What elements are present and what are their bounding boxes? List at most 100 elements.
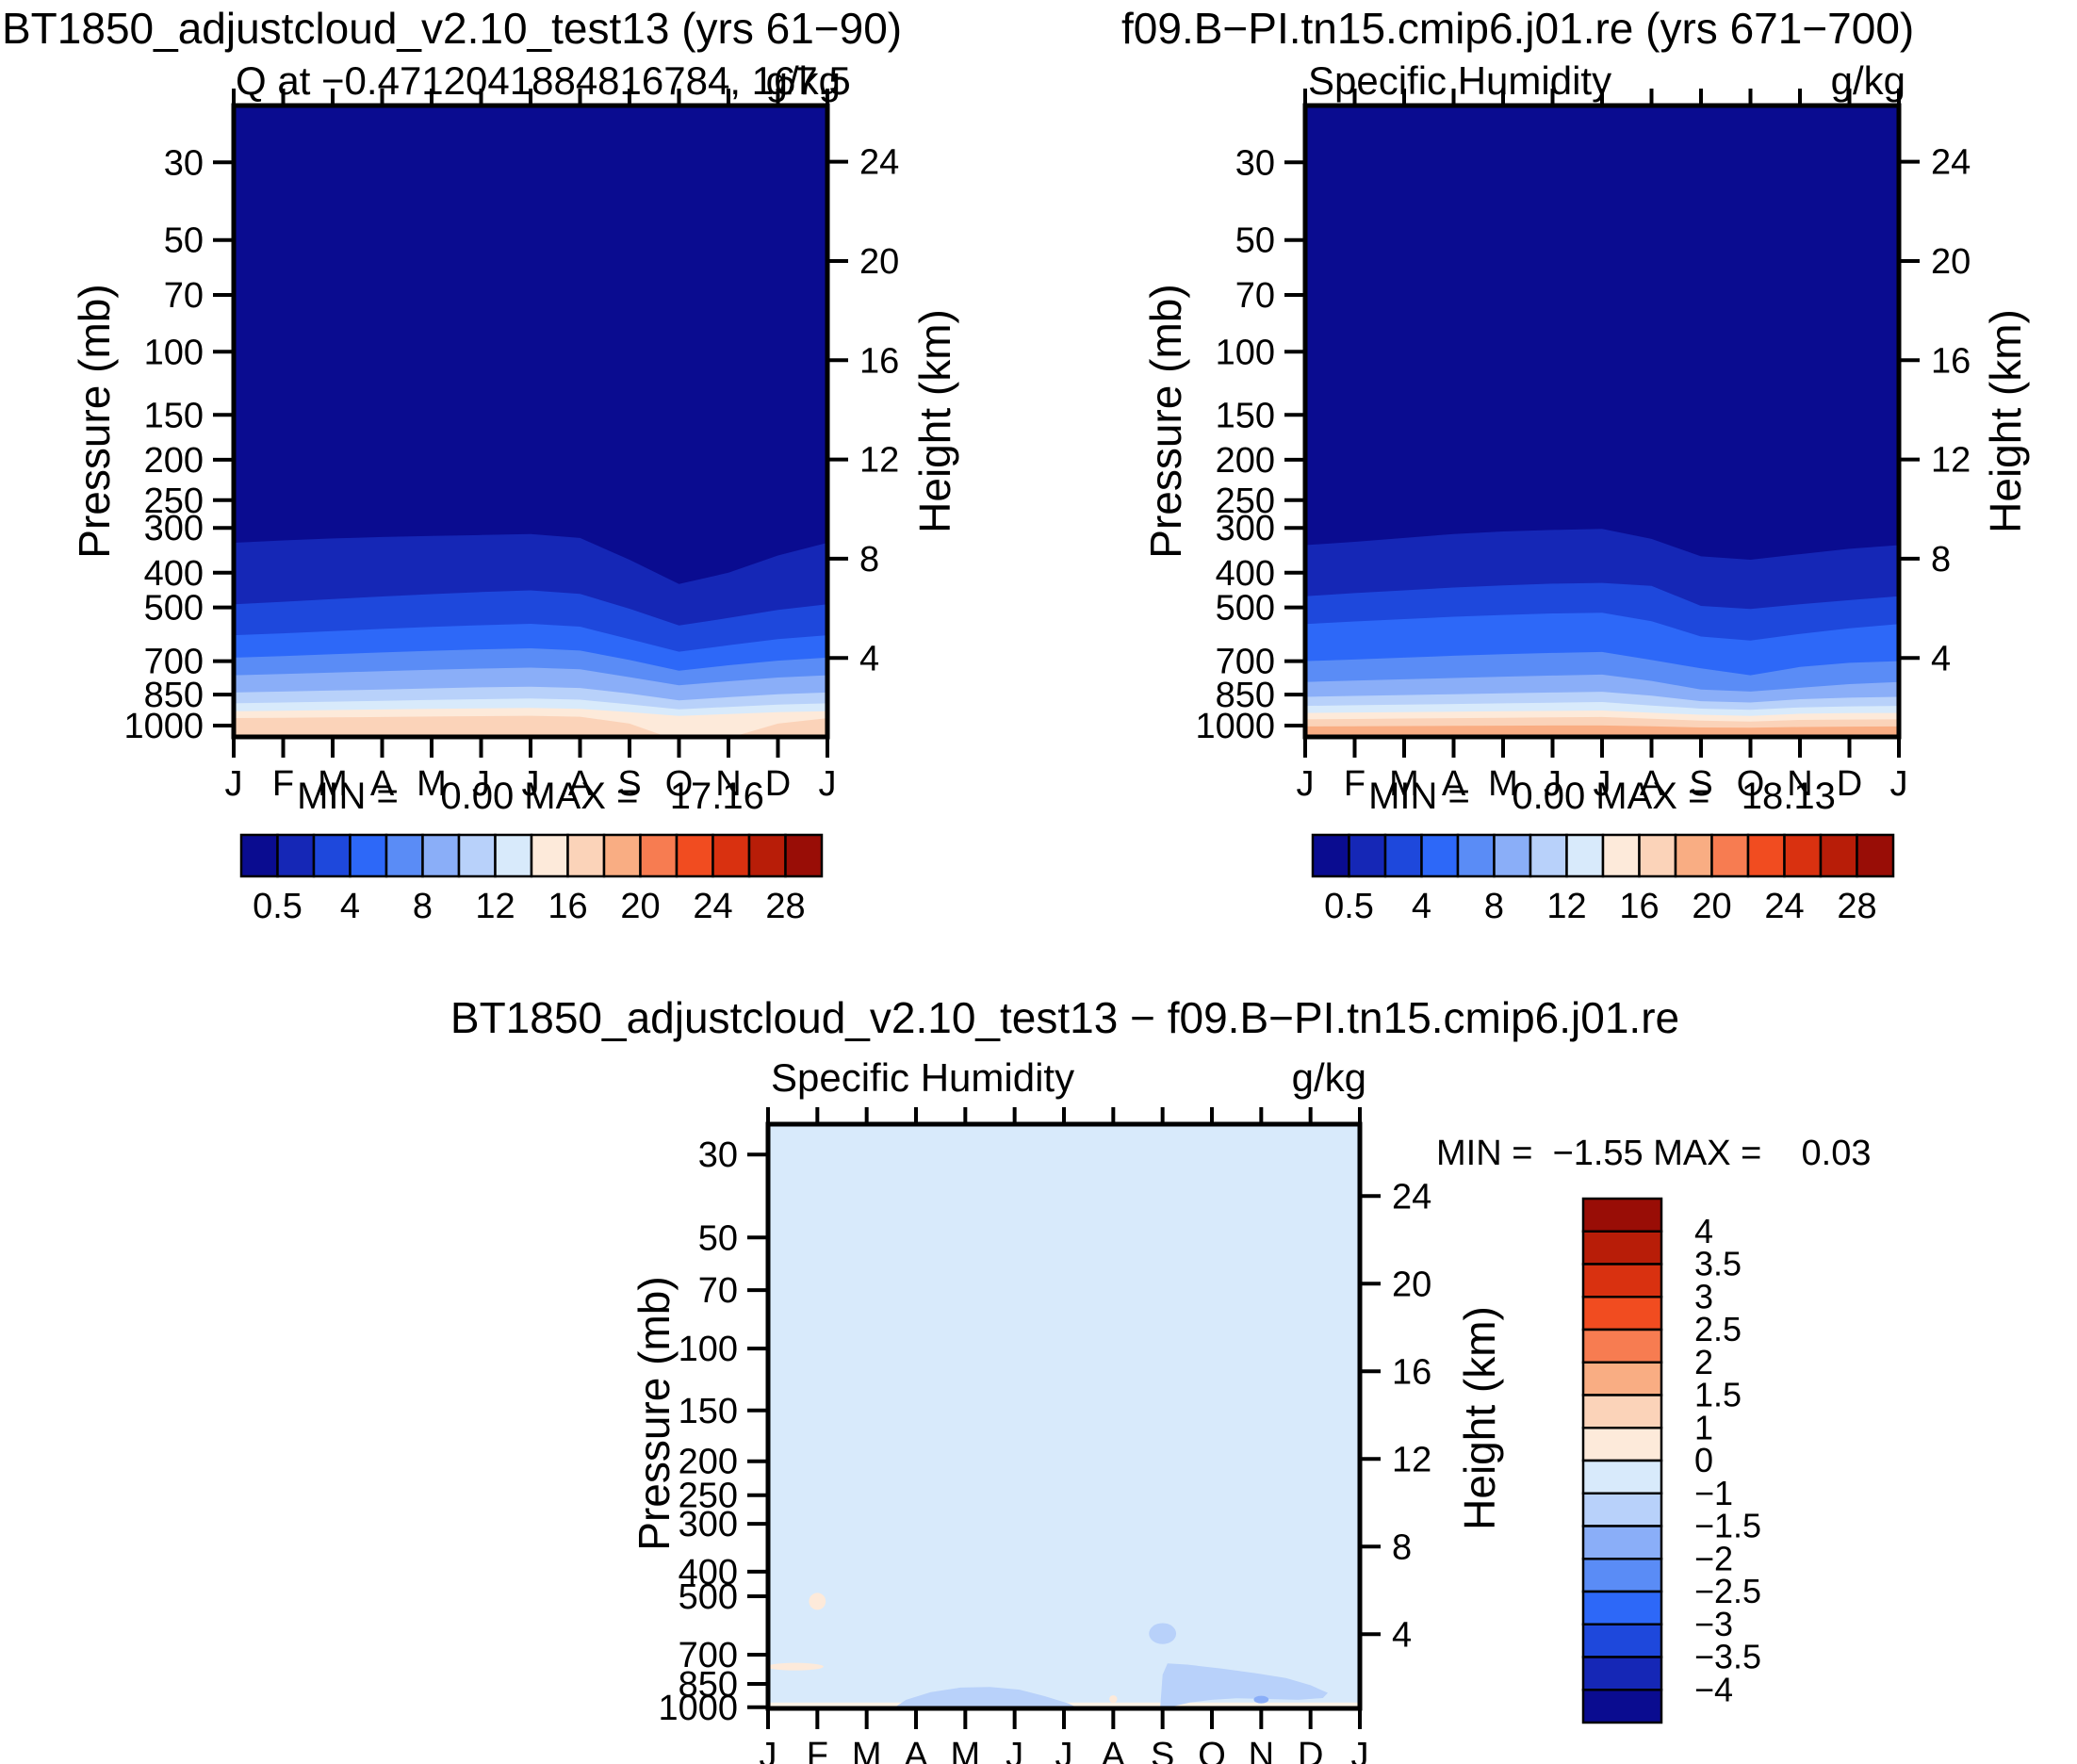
height-tick-label: 16 xyxy=(1931,341,1971,381)
height-tick-label: 4 xyxy=(1931,639,1951,678)
pressure-tick-label: 1000 xyxy=(1195,707,1275,746)
height-tick-label: 8 xyxy=(1931,540,1951,580)
diff-anomaly-spot xyxy=(1253,1695,1269,1704)
diff-anomaly-spot xyxy=(768,1662,824,1671)
pressure-tick-label: 150 xyxy=(679,1392,738,1431)
panel-top-left-title: BT1850_adjustcloud_v2.10_test13 (yrs 61−… xyxy=(2,4,903,53)
colorbar-tick-label: −1 xyxy=(1694,1474,1733,1512)
plot-frame xyxy=(1302,103,1902,740)
panel-top-right-pressure-axis-title: Pressure (mb) xyxy=(1140,284,1190,559)
pressure-tick-label: 700 xyxy=(144,643,204,682)
panel-top-right-minmax: MIN = 0.00 MAX = 18.13 xyxy=(1368,776,1836,817)
pressure-tick-label: 150 xyxy=(1216,396,1275,435)
panel-top-right-units-label: g/kg xyxy=(1830,58,1905,103)
colorbar-cell xyxy=(1856,833,1895,878)
colorbar-cell xyxy=(457,833,497,878)
month-tick-label: J xyxy=(522,764,540,804)
month-tick-label: D xyxy=(1837,764,1862,804)
month-tick-label: M xyxy=(318,764,348,804)
pressure-tick-label: 200 xyxy=(144,441,204,481)
month-tick-label: A xyxy=(568,764,593,804)
colorbar-cell xyxy=(1710,833,1750,878)
month-tick-label: N xyxy=(1249,1736,1274,1764)
height-tick-label: 12 xyxy=(859,441,899,481)
colorbar-cell xyxy=(1581,1656,1663,1691)
colorbar-cell xyxy=(1601,833,1641,878)
colorbar-cell xyxy=(1383,833,1423,878)
colorbar-cell xyxy=(784,833,824,878)
colorbar-cell xyxy=(1581,1427,1663,1462)
height-tick-label: 16 xyxy=(859,341,899,381)
colorbar-tick-label: 0.5 xyxy=(1324,887,1374,926)
month-tick-label: F xyxy=(272,764,294,804)
pressure-tick-label: 100 xyxy=(1216,333,1275,372)
pressure-tick-label: 250 xyxy=(144,482,204,521)
month-tick-label: J xyxy=(1351,1736,1369,1764)
colorbar-cell xyxy=(1581,1623,1663,1658)
month-tick-label: A xyxy=(1640,764,1664,804)
height-tick-label: 24 xyxy=(1931,143,1971,183)
contour-plot-top_left xyxy=(234,106,827,737)
colorbar-cell xyxy=(349,833,388,878)
height-tick-label: 20 xyxy=(859,242,899,282)
colorbar-tick-label: −2.5 xyxy=(1694,1572,1761,1610)
colorbar-cell xyxy=(1311,833,1350,878)
colorbar-tick-label: 16 xyxy=(548,887,587,926)
month-tick-label: F xyxy=(807,1736,828,1764)
month-tick-label: S xyxy=(617,764,641,804)
colorbar-tick-label: 8 xyxy=(413,887,433,926)
height-tick-label: 12 xyxy=(1931,441,1971,481)
pressure-tick-label: 70 xyxy=(164,276,204,316)
axes-top_left: J F M A M J J A S O N D J305070100150200250300400500… xyxy=(123,89,899,804)
month-tick-label: O xyxy=(1198,1736,1226,1764)
month-tick-label: N xyxy=(715,764,741,804)
colorbar-cell xyxy=(1493,833,1532,878)
colorbar-cell xyxy=(1746,833,1786,878)
pressure-tick-label: 100 xyxy=(679,1330,738,1369)
colorbar-top_left: 0.5 4 8 12 16 20 24 28 xyxy=(239,833,824,926)
month-tick-label: M xyxy=(852,1736,882,1764)
panel-top-right-variable-label: Specific Humidity xyxy=(1308,58,1612,103)
colorbar-tick-label: 3 xyxy=(1694,1277,1713,1315)
pressure-tick-label: 50 xyxy=(698,1218,738,1258)
contour-plot-top_right xyxy=(1305,106,1899,737)
panel-bottom-title: BT1850_adjustcloud_v2.10_test13 − f09.B−… xyxy=(450,993,1680,1042)
colorbar-cell xyxy=(675,833,714,878)
month-tick-label: J xyxy=(1544,764,1562,804)
panel-top-left-units-label: g/kg xyxy=(765,58,841,103)
colorbar-cell xyxy=(1581,1558,1663,1593)
axes-bottom: J F M A M J J A S O N D J305070100150200250300400500… xyxy=(658,1107,1431,1764)
month-tick-label: J xyxy=(1006,1736,1023,1764)
colorbar-tick-label: 1 xyxy=(1694,1408,1713,1446)
colorbar-tick-label: 1.5 xyxy=(1694,1376,1742,1414)
pressure-tick-label: 50 xyxy=(1235,221,1275,261)
plot-frame xyxy=(765,1121,1363,1711)
panel-top-left-pressure-axis-title: Pressure (mb) xyxy=(69,284,119,559)
month-tick-label: M xyxy=(417,764,447,804)
colorbar-cell xyxy=(639,833,679,878)
colorbar-cell xyxy=(1581,1689,1663,1724)
pressure-tick-label: 700 xyxy=(1216,643,1275,682)
colorbar-cell xyxy=(1565,833,1605,878)
colorbar-cell xyxy=(1581,1492,1663,1527)
diff-anomaly-spot xyxy=(809,1592,826,1610)
month-tick-label: D xyxy=(765,764,791,804)
colorbar-cell xyxy=(711,833,751,878)
colorbar-tick-label: 4 xyxy=(340,887,360,926)
height-tick-label: 8 xyxy=(859,540,879,580)
month-tick-label: J xyxy=(472,764,490,804)
height-tick-label: 16 xyxy=(1392,1352,1431,1392)
pressure-tick-label: 500 xyxy=(144,589,204,629)
colorbar-tick-label: −3 xyxy=(1694,1605,1733,1643)
colorbar-tick-label: 0.5 xyxy=(253,887,303,926)
colorbar-cell xyxy=(276,833,316,878)
pressure-tick-label: 400 xyxy=(1216,554,1275,594)
contour-band-ge-16 xyxy=(234,715,827,737)
height-tick-label: 24 xyxy=(1392,1177,1431,1217)
colorbar-tick-label: −1.5 xyxy=(1694,1507,1761,1545)
colorbar-cell xyxy=(1581,1590,1663,1625)
diff-anomaly-region xyxy=(1160,1663,1328,1708)
month-tick-label: M xyxy=(1488,764,1518,804)
colorbar-tick-label: 20 xyxy=(620,887,660,926)
